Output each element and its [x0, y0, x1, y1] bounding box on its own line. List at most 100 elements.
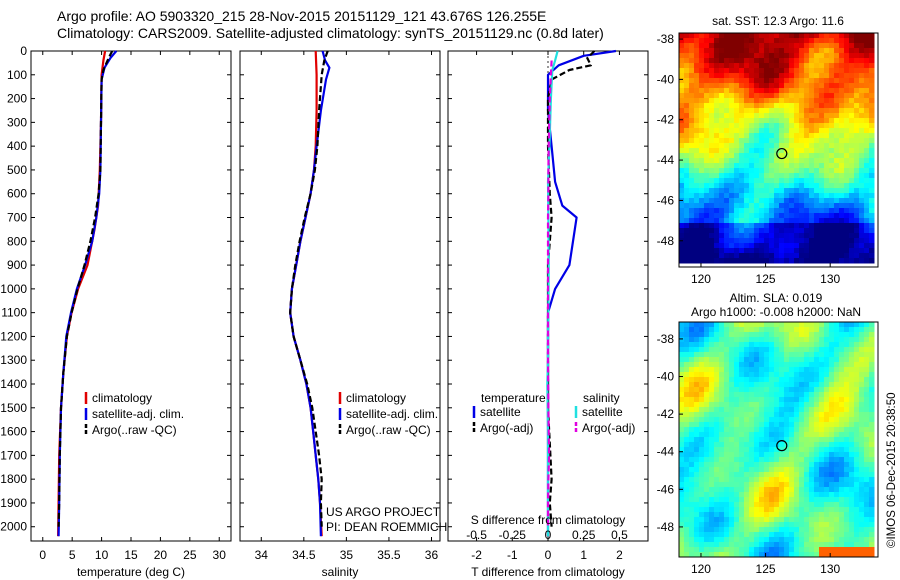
x-tick-label: 25 [183, 548, 197, 562]
y-tick-label: 700 [7, 211, 27, 225]
map-y-tick-label: -38 [657, 332, 675, 346]
sst-map-panel: -38 -40 -42 -44 -46 -48 120 125 130 sat. SST: 12.… [657, 14, 879, 286]
argo-float-marker [776, 440, 788, 452]
annotation-line: PI: DEAN ROEMMICH [326, 520, 447, 534]
y-tick-label: 1600 [0, 425, 27, 439]
x-tick-label: 34 [255, 548, 269, 562]
map-x-tick-label: 120 [691, 562, 711, 576]
y-tick-label: 1000 [0, 282, 27, 296]
series-line-argo-raw-qc- [289, 50, 329, 527]
map-y-tick-label: -48 [657, 234, 675, 248]
s-tick-label: -0.5 [466, 528, 487, 542]
x-tick-label: 36 [425, 548, 439, 562]
map-x-tick-label: 130 [820, 562, 840, 576]
y-tick-label: 200 [7, 92, 27, 106]
y-tick-label: 600 [7, 187, 27, 201]
sla-map-panel: -38 -40 -42 -44 -46 -48 120 125 130 Altim. SLA: 0… [657, 291, 879, 576]
sla-map-title-line: Altim. SLA: 0.019 [730, 291, 823, 305]
y-tick-label: 900 [7, 258, 27, 272]
y-tick-label: 0 [20, 44, 27, 58]
map-y-tick-label: -42 [657, 407, 675, 421]
series-line-s-argo-adj- [546, 60, 553, 527]
map-y-tick-label: -44 [657, 153, 675, 167]
s-tick-label: -0.25 [499, 528, 527, 542]
map-x-tick-label: 120 [691, 272, 711, 286]
series-line-argo-raw-qc- [57, 50, 114, 527]
x-tick-label: -2 [471, 548, 482, 562]
legend-label: Argo(..raw -QC) [346, 423, 431, 437]
legend-heading: salinity [583, 391, 620, 405]
y-tick-label: 1400 [0, 377, 27, 391]
s-tick-label: 0.5 [611, 528, 628, 542]
y-tick-label: 1200 [0, 329, 27, 343]
x-tick-label: 5 [69, 548, 76, 562]
x-tick-label: 34.5 [292, 548, 316, 562]
sla-map-frame [678, 321, 879, 558]
x-tick-label: -1 [507, 548, 518, 562]
title-line-1: Argo profile: AO 5903320_215 28-Nov-2015… [57, 8, 547, 24]
x-tick-label: 30 [213, 548, 227, 562]
legend-label: Argo(-adj) [480, 421, 533, 435]
map-x-tick-label: 125 [756, 272, 776, 286]
map-x-tick-label: 125 [756, 562, 776, 576]
x-tick-label: 20 [154, 548, 168, 562]
legend-label: Argo(..raw -QC) [92, 423, 177, 437]
s-tick-label: 0.25 [572, 528, 596, 542]
map-x-tick-label: 130 [820, 272, 840, 286]
legend-heading: temperature [481, 391, 546, 405]
map-y-tick-label: -40 [657, 370, 675, 384]
salinity-xlabel: salinity [322, 565, 359, 579]
map-y-tick-label: -44 [657, 445, 675, 459]
y-tick-label: 400 [7, 139, 27, 153]
y-tick-label: 1700 [0, 448, 27, 462]
sst-map-frame [678, 32, 879, 268]
legend-label: climatology [346, 391, 406, 405]
legend-label: satellite-adj. clim. [346, 407, 438, 421]
difference-xlabel: T difference from climatology [471, 565, 625, 579]
map-y-tick-label: -40 [657, 72, 675, 86]
map-y-tick-label: -48 [657, 520, 675, 534]
x-tick-label: 10 [95, 548, 109, 562]
annotation-line: US ARGO PROJECT [326, 505, 441, 519]
temperature-panel: 0 5 10 15 20 25 30 temperature (deg C) 0 100 200 30… [0, 44, 232, 579]
x-tick-label: 35.5 [377, 548, 401, 562]
y-tick-label: 1300 [0, 353, 27, 367]
title-line-2: Climatology: CARS2009. Satellite-adjuste… [57, 25, 604, 41]
y-tick-label: 300 [7, 115, 27, 129]
x-tick-label: 2 [616, 548, 623, 562]
difference-panel: -2 -1 0 1 2 T difference from climatology temp… [447, 49, 649, 579]
legend-label: satellite [480, 405, 521, 419]
x-tick-label: 15 [124, 548, 138, 562]
y-tick-label: 1500 [0, 401, 27, 415]
map-y-tick-label: -46 [657, 193, 675, 207]
y-tick-label: 1800 [0, 472, 27, 486]
legend-label: satellite [582, 405, 623, 419]
temperature-xlabel: temperature (deg C) [77, 565, 185, 579]
y-tick-label: 800 [7, 234, 27, 248]
y-tick-label: 500 [7, 163, 27, 177]
map-y-tick-label: -42 [657, 113, 675, 127]
s-tick-label: 0 [545, 528, 552, 542]
map-y-tick-label: -46 [657, 482, 675, 496]
y-tick-label: 1900 [0, 496, 27, 510]
legend-label: climatology [92, 391, 152, 405]
legend-label: Argo(-adj) [582, 421, 635, 435]
temperature-frame [30, 50, 232, 542]
salinity-panel: 34 34.5 35 35.5 36 salinity climatology satelli… [239, 50, 447, 579]
y-tick-label: 100 [7, 68, 27, 82]
y-tick-label: 2000 [0, 520, 27, 534]
difference-top-xlabel: S difference from climatology [471, 513, 626, 527]
x-tick-label: 35 [340, 548, 354, 562]
legend-label: satellite-adj. clim. [92, 407, 184, 421]
argo-float-marker [776, 147, 788, 160]
sla-map-title-line: Argo h1000: -0.008 h2000: NaN [691, 305, 861, 319]
y-tick-label: 1100 [1, 306, 27, 320]
sst-map-title: sat. SST: 12.3 Argo: 11.6 [712, 14, 844, 28]
x-tick-label: 0 [545, 548, 552, 562]
x-tick-label: 1 [580, 548, 587, 562]
x-tick-label: 0 [39, 548, 46, 562]
imos-timestamp-label: ©IMOS 06-Dec-2015 20:38:50 [886, 392, 898, 548]
salinity-frame [239, 50, 441, 542]
map-y-tick-label: -38 [657, 32, 675, 46]
